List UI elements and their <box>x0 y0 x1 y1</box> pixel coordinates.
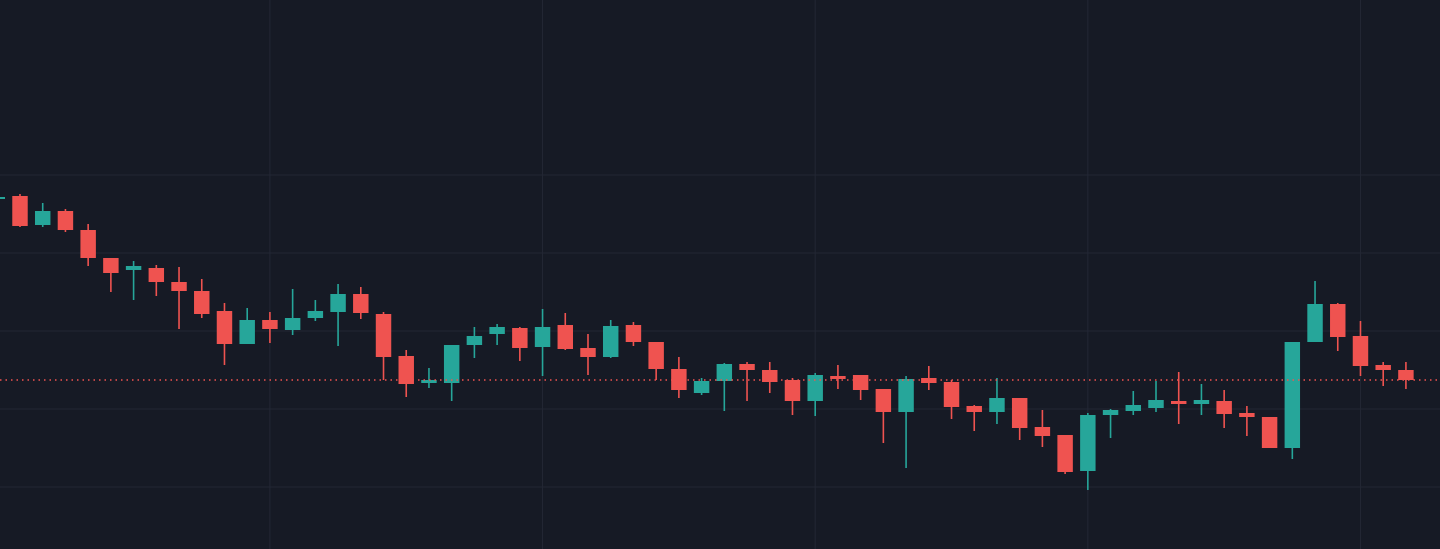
candle-body <box>739 364 755 370</box>
candle-body <box>1239 413 1255 417</box>
candle-body <box>284 318 301 330</box>
candle-body <box>57 211 74 230</box>
candle-body <box>1307 304 1323 342</box>
candle-body <box>898 379 914 412</box>
candle-body <box>1352 336 1369 366</box>
candle-body <box>784 380 801 401</box>
candle-body <box>375 314 392 357</box>
candle-body <box>216 311 233 344</box>
candle-body <box>1193 400 1210 404</box>
candle-body <box>34 211 51 225</box>
candle-body <box>1102 410 1119 415</box>
candle-body <box>966 406 982 412</box>
candle-body <box>466 336 483 345</box>
candle-body <box>330 294 346 312</box>
candle-body <box>716 364 733 381</box>
candle-body <box>580 348 596 357</box>
candle-body <box>852 375 869 390</box>
candle-body <box>648 342 664 369</box>
candle-body <box>148 268 165 282</box>
candle-body <box>534 327 551 347</box>
candle-body <box>1011 398 1028 428</box>
candle-body <box>989 398 1005 412</box>
candle-body <box>1125 405 1142 411</box>
candle-body <box>625 325 642 342</box>
candle-body <box>12 196 28 226</box>
candle-body <box>171 282 187 291</box>
candle-body <box>307 311 324 318</box>
candle-body <box>1330 304 1346 337</box>
candle-body <box>1261 417 1278 448</box>
candle-body <box>1080 415 1096 471</box>
candle-body <box>1398 370 1414 380</box>
candle-body <box>1170 401 1187 404</box>
candle-body <box>762 370 778 382</box>
candle-body <box>602 326 619 357</box>
candle-body <box>262 320 278 329</box>
candle-body <box>0 197 5 199</box>
candle-body <box>103 258 119 273</box>
candle-body <box>125 266 142 270</box>
candle-body <box>421 380 437 383</box>
candle-body <box>921 378 937 383</box>
candle-body <box>830 376 846 379</box>
candle-body <box>557 325 574 349</box>
candle-body <box>512 328 528 348</box>
candle-body <box>353 294 369 313</box>
candle-body <box>489 327 505 334</box>
candle-body <box>943 382 960 407</box>
candle-body <box>443 345 460 383</box>
candle-body <box>1375 365 1391 370</box>
candle-body <box>671 369 687 390</box>
candle-body <box>1216 401 1232 414</box>
candle-body <box>1284 342 1301 448</box>
candle-body <box>239 320 255 344</box>
candle-body <box>1148 400 1164 408</box>
candle-body <box>1057 435 1073 472</box>
candle-body <box>398 356 414 384</box>
candle-body <box>1034 427 1051 436</box>
candle-body <box>80 230 96 258</box>
candle-body <box>875 389 892 412</box>
candle-body <box>194 291 210 314</box>
candle-body <box>693 381 710 393</box>
candle-body <box>807 375 823 401</box>
